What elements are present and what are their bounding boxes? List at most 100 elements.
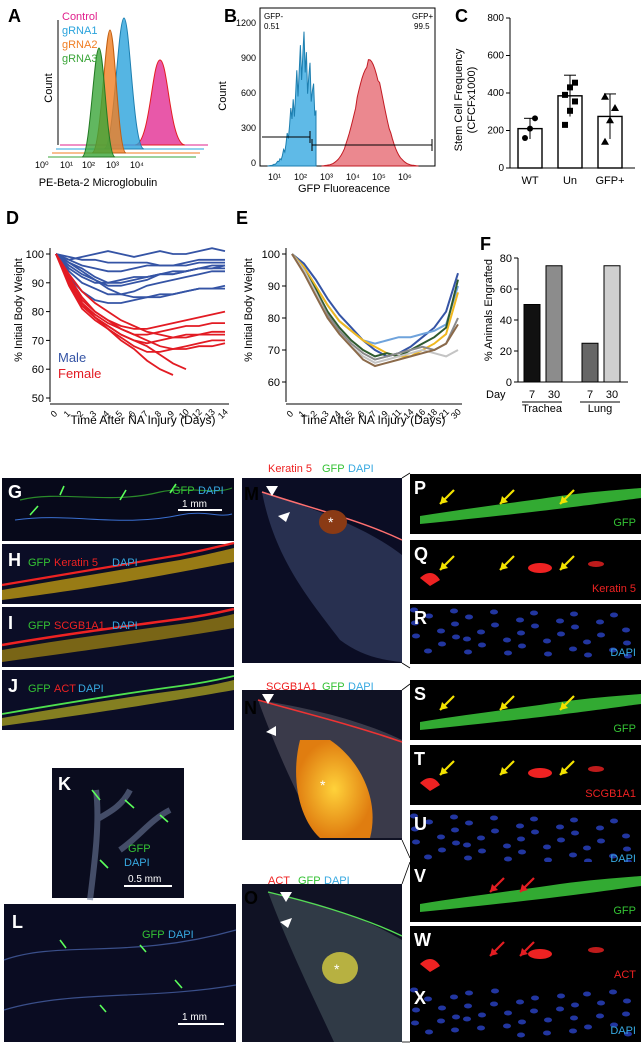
dapi-nucleus-u-10 (490, 815, 498, 821)
dapi-nucleus-u-2 (516, 823, 524, 829)
asterisk-n: * (320, 777, 326, 793)
dapi-nucleus-x-29 (597, 1000, 605, 1006)
dapi-nucleus-u-11 (543, 844, 551, 850)
dapi-nucleus-x-0 (410, 987, 418, 993)
dapi-nucleus-r-24 (557, 631, 565, 637)
panel-letter-t: T (414, 749, 425, 769)
line-d-male-8 (55, 253, 225, 299)
tissue-dapi-g (14, 512, 233, 521)
epithelium-h (2, 548, 234, 600)
xticks-a: 10⁰ 10¹ 10² 10³ 10⁴ (35, 160, 144, 170)
arrowhead-n-1 (262, 694, 274, 704)
label-g-gfp: GFP (172, 485, 195, 497)
dapi-nucleus-u-17 (411, 826, 419, 832)
panel-g: G GFP DAPI 1 mm (2, 478, 234, 541)
dapi-nucleus-r-7 (556, 618, 564, 624)
label-o-gfp: GFP (298, 875, 321, 887)
xtick-label-f-3: 30 (606, 389, 618, 401)
ylabel-f: % Animals Engrafted (483, 259, 495, 361)
panel-letter-v: V (414, 866, 426, 886)
line-d-male-1 (55, 253, 225, 273)
panel-letter-m: M (244, 484, 259, 504)
tick-b-x1: 10² (294, 172, 307, 182)
bar-chart-c: 0 200 400 600 800 WT Un GFP+ (487, 13, 635, 187)
panel-v: V GFP (410, 862, 641, 922)
red-signal-a-w (420, 959, 440, 972)
histograms-b (267, 31, 419, 167)
panel-p: P GFP (410, 474, 641, 534)
dapi-nucleus-x-8 (609, 989, 617, 995)
panel-letter-l: L (12, 912, 23, 932)
legend-grna2: gRNA2 (62, 39, 97, 51)
dapi-nucleus-u-37 (571, 830, 579, 836)
channel-label-s: GFP (613, 723, 636, 735)
panel-s: S GFP (410, 680, 641, 740)
label-n-gfp: GFP (322, 681, 345, 693)
point-c-GFP+-3 (601, 92, 609, 100)
dapi-nucleus-x-6 (503, 1023, 511, 1029)
tick-a-3: 10³ (106, 160, 119, 170)
dapi-nucleus-x-26 (438, 1005, 446, 1011)
tick-b-y3: 900 (241, 53, 256, 63)
dapi-nucleus-x-39 (452, 1014, 460, 1020)
line-d-female-3 (55, 253, 225, 353)
ytick-label-d-2: 70 (32, 335, 44, 347)
gfp-signal-v (420, 876, 641, 912)
dapi-nucleus-r-0 (410, 607, 418, 613)
label-n-dapi: DAPI (348, 681, 374, 693)
point-c-Un-5 (572, 79, 578, 86)
label-g-dapi: DAPI (198, 485, 224, 497)
act-signal-j (1, 675, 235, 715)
ytick-label-f-1: 20 (500, 346, 512, 358)
xtick-label-e-3: 3 (320, 409, 331, 420)
legend-male: Male (58, 350, 86, 365)
tick-b-y4: 1200 (236, 18, 256, 28)
gfp-arrows-k (91, 789, 169, 869)
ytick-label-e-3: 90 (268, 281, 280, 293)
dapi-nucleus-r-21 (623, 640, 631, 646)
dapi-nucleus-x-15 (530, 1008, 538, 1014)
dapi-nucleus-x-32 (531, 995, 539, 1001)
dapi-nucleus-r-3 (569, 646, 577, 652)
tick-b-y2: 600 (241, 88, 256, 98)
channel-label-v: GFP (613, 905, 636, 917)
panel-letter-u: U (414, 814, 427, 834)
dapi-nucleus-x-23 (504, 1010, 512, 1016)
ytick-label-f-3: 60 (500, 284, 512, 296)
label-o-dapi: DAPI (324, 875, 350, 887)
dapi-nucleus-x-18 (464, 1003, 472, 1009)
tick-b-y1: 300 (241, 123, 256, 133)
dapi-nucleus-u-22 (451, 827, 459, 833)
panel-letter-h: H (8, 550, 21, 570)
dapi-nucleus-u-20 (570, 817, 578, 823)
arrowhead-q-1 (500, 562, 508, 570)
xtick-label-d-1: 1 (62, 409, 73, 420)
bar-f-2 (581, 342, 599, 383)
panel-r: R DAPI (410, 604, 641, 664)
ytick-label-d-4: 90 (32, 278, 44, 290)
xtick-label-d-8: 8 (153, 409, 164, 420)
ylabel2-c: (CFCFx1000) (466, 67, 478, 134)
arrowhead-o-2 (280, 918, 292, 928)
dapi-nucleus-x-20 (570, 1015, 578, 1021)
dapi-nucleus-r-17 (411, 620, 419, 626)
xtick-label-f-0: 7 (529, 389, 535, 401)
panel-letter-d: D (6, 208, 19, 228)
ytick-label-e-2: 80 (268, 313, 280, 325)
xtick-label-f-2: 7 (587, 389, 593, 401)
panel-letter-g: G (8, 482, 22, 502)
panel-letter-p: P (414, 478, 426, 498)
dapi-nucleus-r-30 (425, 613, 433, 619)
gate-neg-label: GFP- (264, 12, 283, 21)
label-j-gfp: GFP (28, 683, 51, 695)
tick-a-0: 10⁰ (35, 160, 49, 170)
vessel-m (319, 510, 347, 534)
xtick-label-e-14: 30 (449, 407, 463, 421)
epithelium-j (2, 680, 234, 726)
panel-w: W ACT (410, 926, 641, 986)
xlabel-a: PE-Beta-2 Microglobulin (39, 177, 158, 189)
point-c-Un-2 (572, 98, 578, 105)
dapi-nucleus-r-35 (465, 614, 473, 620)
dapi-nucleus-r-4 (622, 627, 630, 633)
dapi-nucleus-u-7 (556, 824, 564, 830)
